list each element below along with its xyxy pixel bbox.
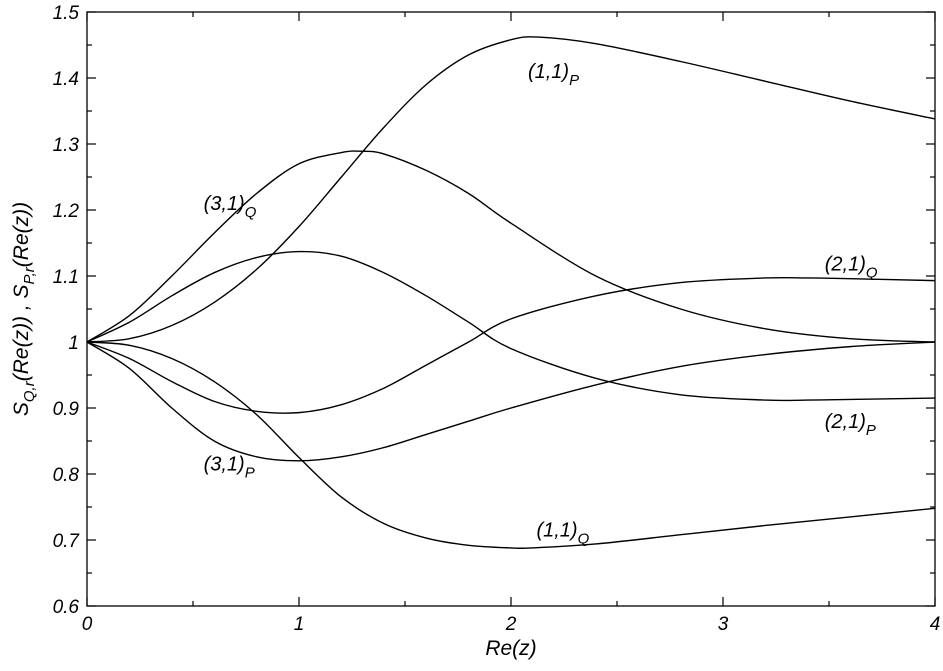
curve-label-1-1-p: (1,1)P [528,61,579,89]
y-tick-label: 0.6 [53,597,80,618]
curve-label-sub: Q [866,265,878,282]
y-label-s-q: S [10,402,33,416]
y-tick-label: 1.5 [53,3,80,24]
curve-label-sub: Q [578,531,590,548]
curve-label-sub: P [245,465,255,482]
curve-label-1-1-q: (1,1)Q [536,520,589,548]
curve-labels: (1,1)P(1,1)Q(2,1)Q(2,1)P(3,1)Q(3,1)P [204,61,878,548]
curve-label-2-1-p: (2,1)P [825,411,876,439]
series-line-2-1-p [86,250,936,402]
series-line-3-1-q [86,150,936,343]
series-line-1-1-q [86,341,936,550]
curve-label-sub: Q [245,204,257,221]
curve-label-main: (1,1) [528,61,569,83]
y-label-sub-q: Q,r [21,380,38,402]
x-tick-label: 4 [930,614,941,635]
series-line-2-1-q [86,276,936,414]
curve-label-2-1-q: (2,1)Q [825,254,878,282]
plot-frame [86,11,936,607]
curve-label-3-1-p: (3,1)P [204,454,255,482]
x-tick-label: 3 [718,614,729,635]
y-tick-label: 0.7 [53,531,81,552]
y-axis-label: SQ,r(Re(z)) , SP,r(Re(z)) [10,202,38,416]
x-tick-label: 0 [82,614,93,635]
y-tick-label: 1 [68,333,79,354]
y-label-arg-q: (Re(z)) , S [10,284,33,381]
curve-label-main: (2,1) [825,254,866,276]
series-line-1-1-p [86,36,936,343]
curve-label-main: (3,1) [204,193,245,215]
y-tick-label: 1.2 [53,201,80,222]
x-tick-label: 2 [505,614,517,635]
x-tick-label: 1 [294,614,305,635]
y-tick-label: 1.3 [53,135,80,156]
y-tick-label: 0.9 [53,399,80,420]
y-tick-label: 0.8 [53,465,80,486]
curve-label-sub: P [866,422,876,439]
data-series [86,36,936,550]
y-label-sub-p: P,r [21,266,38,284]
curve-label-main: (3,1) [204,454,245,476]
x-axis-label: Re(z) [485,637,536,660]
curve-label-3-1-q: (3,1)Q [204,193,257,221]
curve-label-main: (1,1) [536,520,577,542]
axis-ticks: 0 1 2 3 4 0.6 0.7 0.8 0.9 1 1.1 1.2 1.3 1.4 1.5 [53,3,941,635]
y-tick-label: 1.4 [53,69,79,90]
curve-label-sub: P [569,72,579,89]
y-label-arg-p: (Re(z)) [10,202,33,267]
curve-label-main: (2,1) [825,411,866,433]
y-tick-label: 1.1 [53,267,79,288]
series-line-3-1-p [86,341,936,462]
